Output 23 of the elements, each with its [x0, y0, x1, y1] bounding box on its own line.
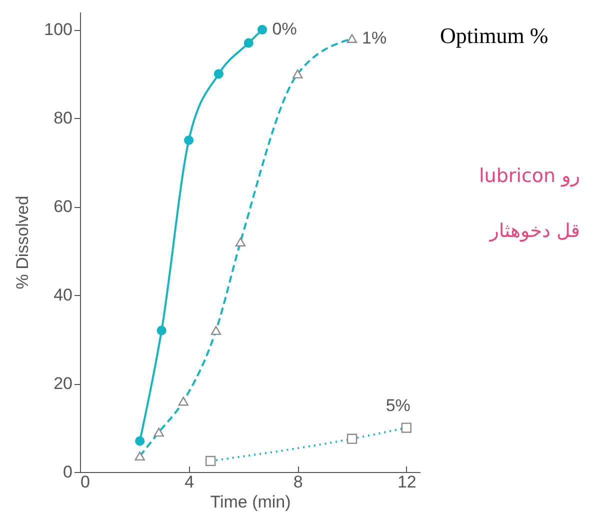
y-tick-label: 60 [54, 197, 72, 216]
y-tick-label: 80 [54, 108, 72, 128]
point [257, 24, 268, 34]
y-tick-label: 20 [54, 374, 72, 394]
text: lubricon رو [479, 165, 580, 187]
series-label: 0% [272, 20, 297, 39]
point [184, 135, 194, 146]
y-tick-label: 40 [54, 286, 72, 305]
point [214, 69, 224, 79]
series-label: 5% [386, 396, 410, 415]
y-tick-label: 100 [44, 20, 72, 40]
x-tick-label: 4 [184, 472, 194, 492]
x-axis-title: Time (min) [210, 492, 291, 512]
y-axis-title: % Dissolved [13, 196, 32, 290]
text: Optimum % [440, 23, 548, 48]
x-tick-label: 8 [293, 472, 303, 492]
point [156, 326, 166, 336]
point [244, 38, 254, 48]
x-tick-label: 12 [397, 472, 416, 492]
point [135, 436, 145, 446]
text: قل دخوهثار [488, 220, 580, 242]
x-tick-label: 0 [80, 472, 90, 492]
series-label: 1% [362, 28, 387, 48]
